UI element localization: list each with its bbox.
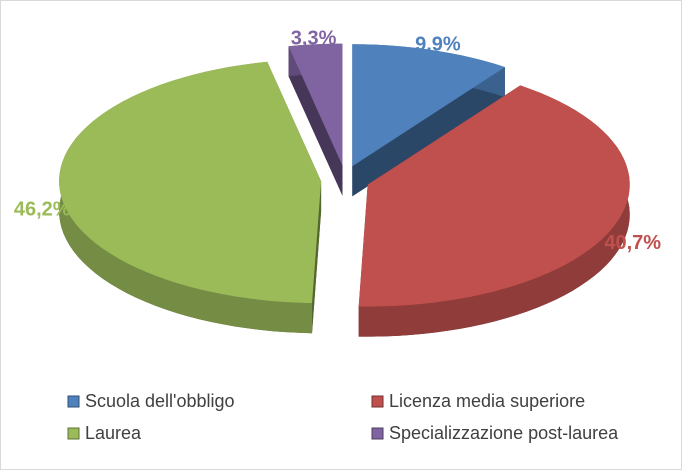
pie-slice [352, 44, 505, 197]
slice-side [352, 67, 505, 197]
pie-slice [59, 61, 322, 334]
slice-top [59, 61, 322, 304]
legend-label: Licenza media superiore [389, 391, 585, 411]
pie-slice [288, 43, 343, 196]
pie-slice [358, 85, 630, 337]
legend-swatch [371, 395, 384, 408]
legend-swatch [67, 427, 80, 440]
slice-wall [358, 85, 630, 337]
slice-side [312, 181, 322, 334]
legend-swatch [371, 427, 384, 440]
data-label: 3,3% [291, 28, 337, 50]
data-label: 40,7% [604, 232, 661, 254]
legend-swatch [67, 395, 80, 408]
legend-label: Specializzazione post-laurea [389, 423, 619, 443]
data-label: 46,2% [14, 198, 71, 220]
legend-label: Laurea [85, 423, 142, 443]
slice-top [288, 43, 343, 166]
slice-side [288, 46, 343, 196]
slice-top [352, 44, 505, 167]
slice-top [358, 85, 630, 307]
legend-label: Scuola dell'obbligo [85, 391, 235, 411]
data-label: 9,9% [415, 34, 461, 56]
